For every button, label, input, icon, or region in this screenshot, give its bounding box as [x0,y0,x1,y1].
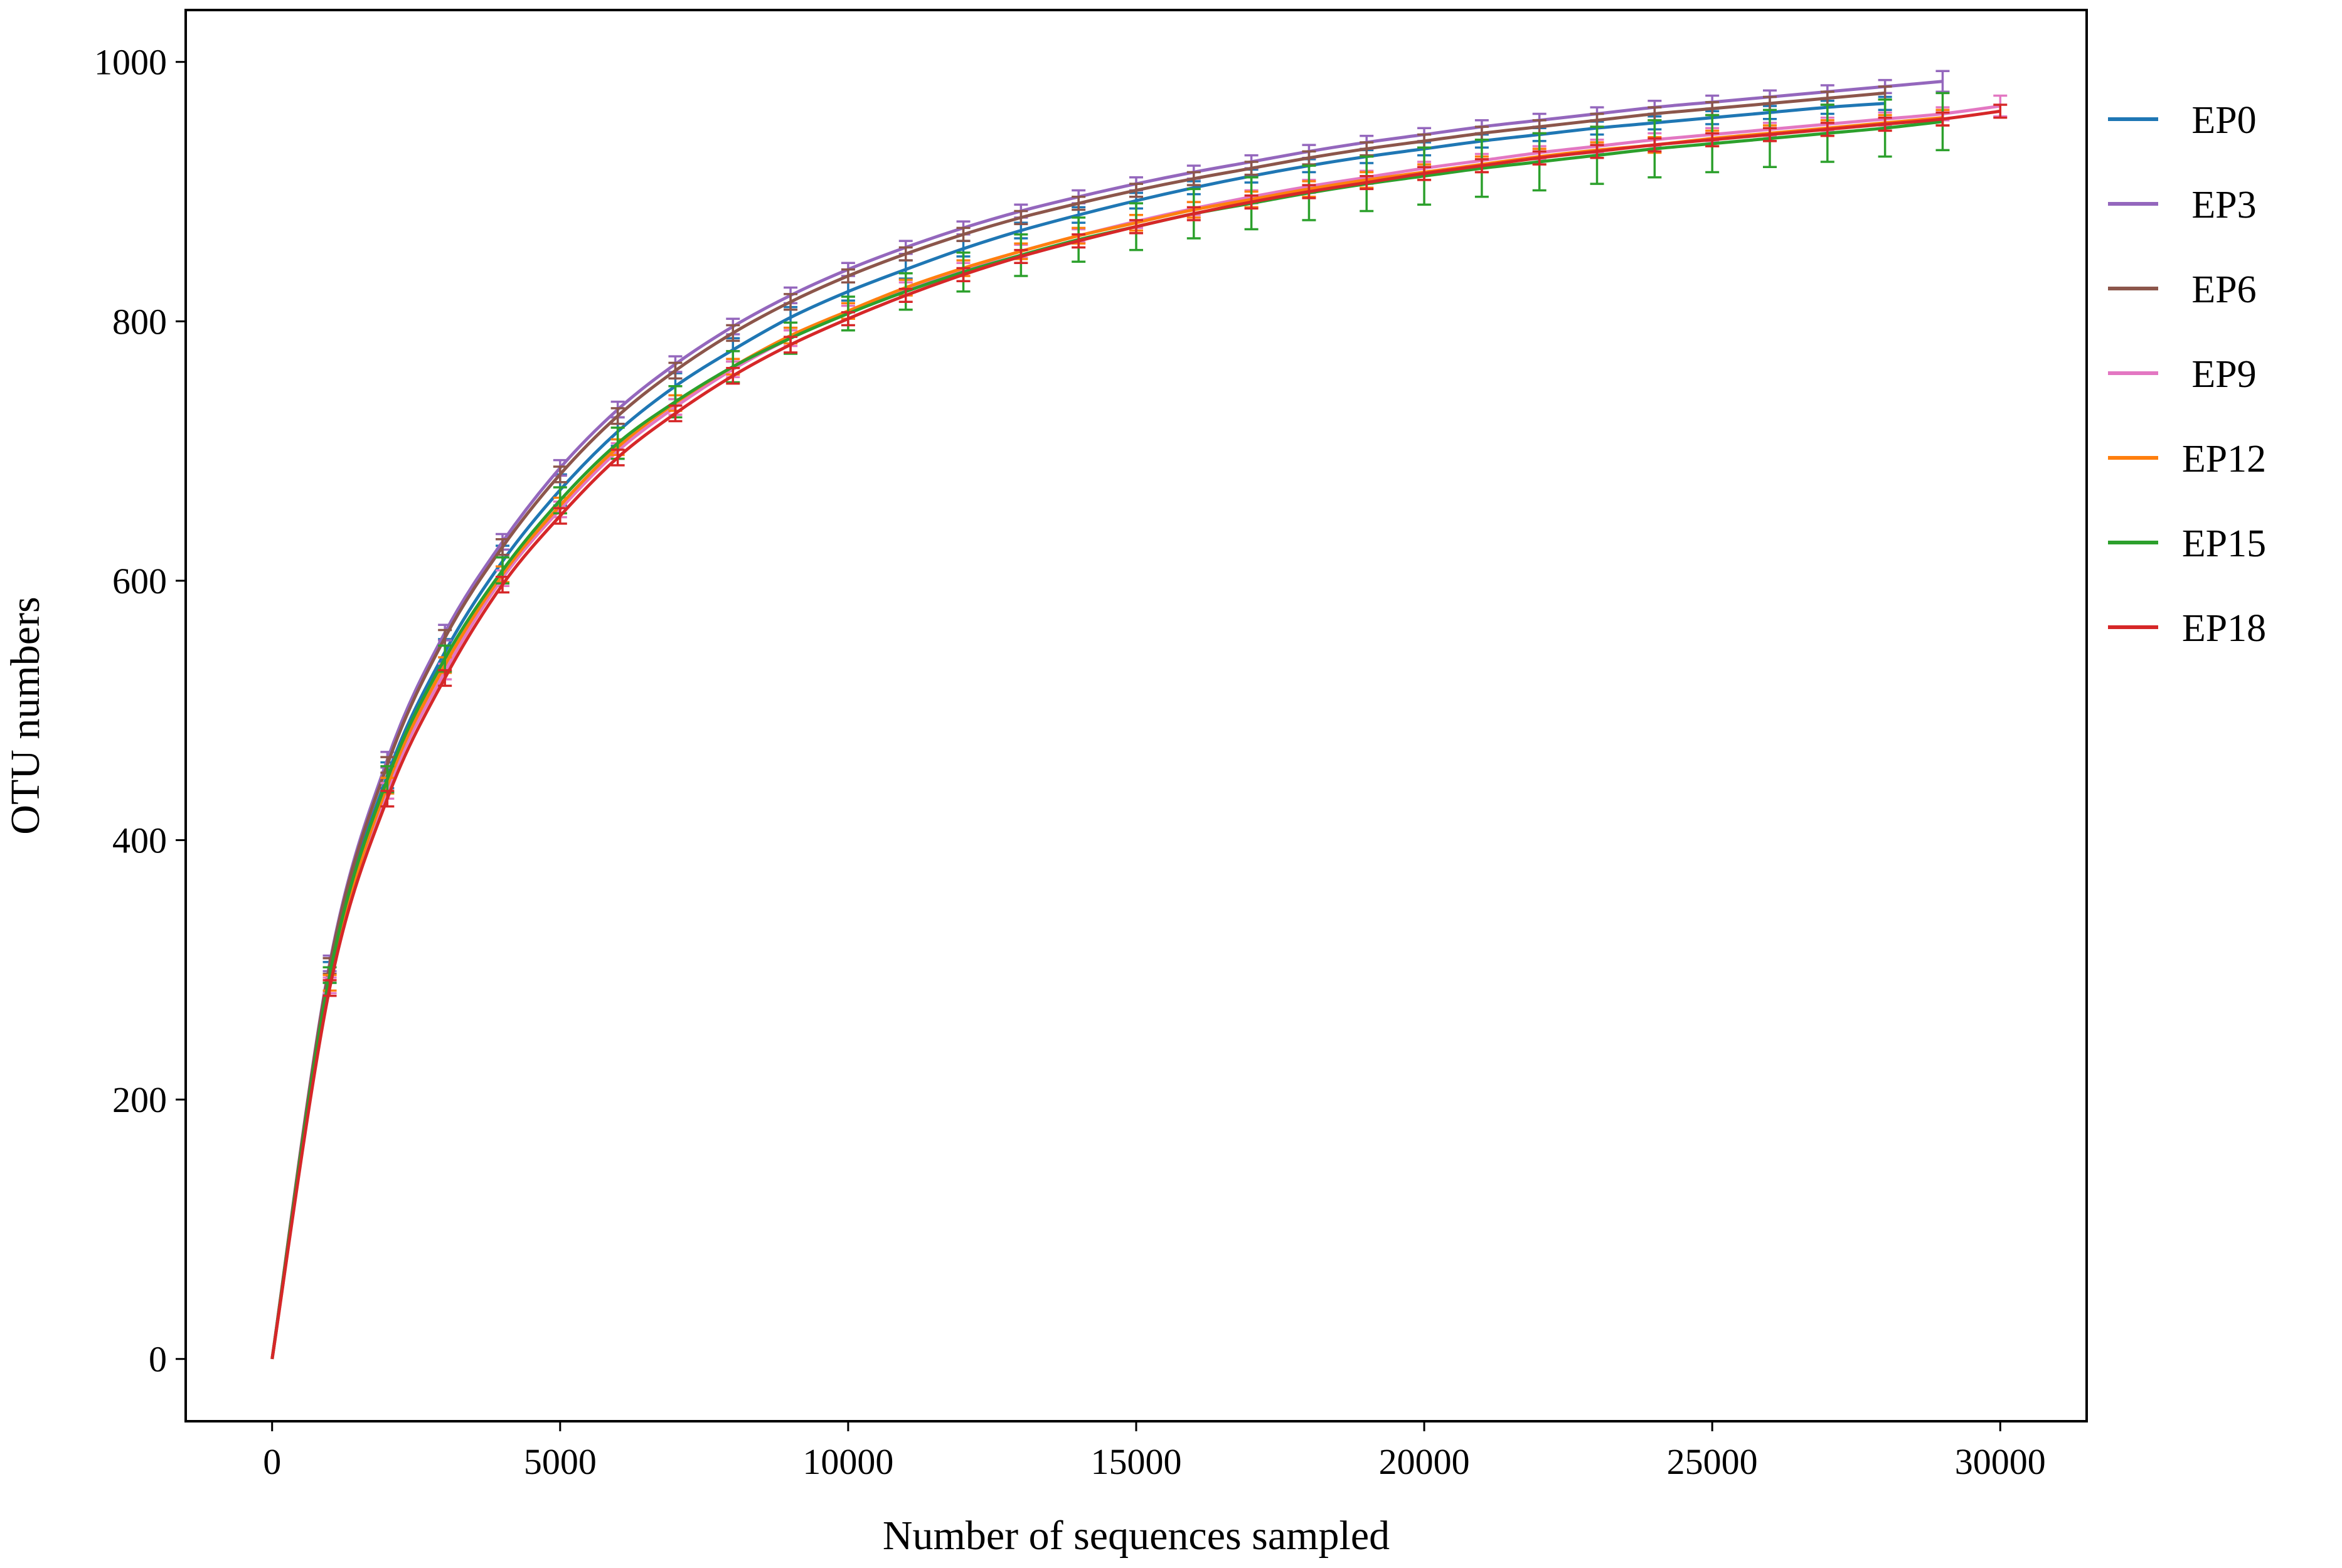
error-bar [1878,116,1892,132]
y-tick-label: 200 [112,1079,167,1120]
error-bar [1014,248,1028,265]
y-tick-label: 0 [149,1339,167,1380]
x-axis-label: Number of sequences sampled [883,1513,1390,1559]
error-bar [1935,111,1950,127]
error-bar [1186,171,1201,186]
error-bar [1014,209,1028,225]
series-ep9 [270,94,2008,1360]
y-tick-label: 400 [112,820,167,861]
error-bar [668,404,683,423]
legend-item-ep6: EP6 [2108,268,2257,311]
error-bar [898,246,913,262]
series-line-ep12 [270,116,1943,1360]
legend-item-ep3: EP3 [2108,184,2257,226]
error-bar [496,575,509,594]
series-layer [270,70,2008,1360]
legend: EP0 EP3 EP6 EP9 EP12 EP15 EP18 [2108,99,2266,650]
error-bar [1302,184,1316,199]
error-bar [1072,233,1086,249]
legend-label: EP3 [2191,184,2256,226]
series-line-ep0 [270,102,1885,1360]
error-bar [380,790,395,808]
error-bar [1360,174,1374,191]
series-ep3 [270,70,1950,1360]
series-ep12 [270,109,1950,1360]
legend-label: EP6 [2191,268,2256,311]
error-bar [1474,158,1489,174]
y-axis-ticks: 0 200 400 600 800 1000 [94,42,186,1380]
error-bar [898,287,913,304]
error-bar [1129,219,1143,235]
error-bar [1993,103,2008,119]
legend-label: EP0 [2191,99,2256,142]
x-tick-label: 30000 [1955,1441,2046,1482]
error-bar [1763,127,1777,142]
legend-item-ep0: EP0 [2108,99,2257,142]
x-tick-label: 5000 [524,1441,597,1482]
error-bar [726,367,740,385]
error-bar [1820,122,1834,137]
error-bar [610,407,625,425]
error-bar [956,226,971,242]
error-bar [553,465,567,484]
error-bar [1590,144,1604,159]
y-tick-label: 800 [112,301,167,342]
x-axis-ticks: 0 5000 10000 15000 20000 25000 30000 [263,1421,2046,1482]
y-axis-label: OTU numbers [3,596,48,834]
legend-item-ep12: EP12 [2108,438,2266,480]
error-bar [1417,166,1432,181]
error-bar [496,538,509,556]
series-line-ep15 [270,120,1943,1360]
x-tick-label: 10000 [802,1441,893,1482]
series-line-ep9 [270,104,2001,1360]
y-tick-label: 1000 [94,42,167,83]
error-bar [553,507,567,525]
legend-item-ep15: EP15 [2108,522,2266,565]
error-bar [784,293,798,311]
series-ep0 [270,95,1892,1360]
legend-item-ep18: EP18 [2108,607,2266,650]
legend-label: EP9 [2191,353,2256,396]
x-tick-label: 0 [263,1441,281,1482]
error-bar [610,448,625,467]
y-tick-label: 600 [112,561,167,601]
error-bar [1072,196,1086,211]
error-bar [1360,141,1374,157]
error-bar [438,669,452,687]
legend-label: EP12 [2182,438,2266,480]
error-bar [956,267,971,282]
error-bar [1302,150,1316,166]
series-ep6 [270,85,1892,1360]
error-bar [841,311,855,327]
series-ep15 [270,92,1950,1360]
x-tick-label: 15000 [1091,1441,1182,1482]
error-bar [784,336,798,354]
error-bar [1647,137,1662,153]
error-bar [668,361,683,380]
error-bar [1705,132,1720,147]
series-line-ep3 [270,80,1943,1360]
error-bar [1532,150,1546,166]
error-bar [726,324,740,342]
series-ep18 [270,103,2008,1360]
error-bar [1244,161,1259,176]
legend-item-ep9: EP9 [2108,353,2257,396]
error-bar [841,268,855,284]
error-bar [1129,183,1143,198]
error-bar [1935,70,1950,93]
series-line-ep6 [270,91,1885,1360]
error-bar [1186,206,1201,221]
legend-label: EP15 [2182,522,2266,565]
error-bar [322,979,337,997]
x-tick-label: 20000 [1379,1441,1470,1482]
legend-label: EP18 [2182,607,2266,650]
series-line-ep18 [270,109,2001,1360]
x-tick-label: 25000 [1667,1441,1758,1482]
error-bar [1244,194,1259,210]
